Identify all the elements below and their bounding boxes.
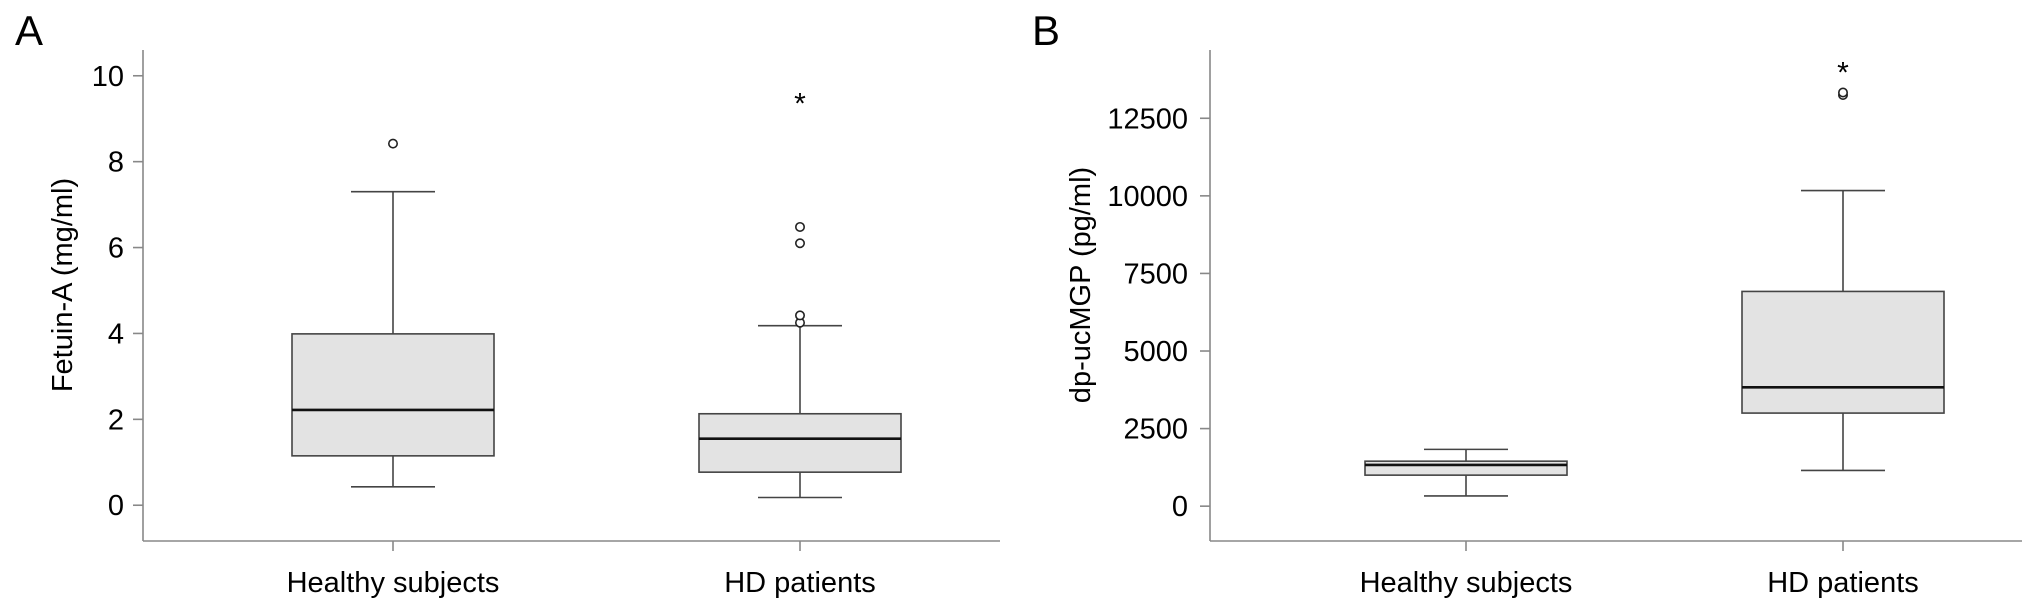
y-tick-label: 10 — [92, 61, 124, 93]
iqr-box — [1364, 460, 1568, 476]
y-tick-label: 5000 — [1123, 336, 1188, 368]
panel-label: A — [15, 7, 43, 54]
outlier-point — [794, 238, 805, 249]
box-healthy-subjects — [1364, 448, 1568, 497]
y-tick-label: 0 — [1172, 491, 1188, 523]
y-tick-label: 2500 — [1123, 414, 1188, 446]
y-tick-label: 6 — [108, 233, 124, 265]
y-tick-label: 8 — [108, 147, 124, 179]
box-hd-patients: * — [1741, 57, 1945, 472]
panel-label: B — [1032, 7, 1060, 54]
x-tick-label: HD patients — [724, 567, 876, 599]
y-axis-label: Fetuin-A (mg/ml) — [47, 178, 79, 392]
y-tick-label: 0 — [108, 490, 124, 522]
outlier-point — [794, 310, 805, 321]
box-hd-patients: * — [698, 87, 902, 499]
y-tick-label: 10000 — [1107, 181, 1188, 213]
x-tick-label: Healthy subjects — [287, 567, 500, 599]
panel-b: B 0 2500 5000 7500 10000 12500 dp-ucMGP (pg/ml)… — [1032, 7, 2022, 599]
outlier-point — [794, 221, 805, 232]
extreme-point: * — [1837, 57, 1849, 90]
iqr-box — [1741, 290, 1945, 414]
panel-a: A 0 2 4 6 8 10 Fetuin-A (mg/ml) Healthy subjects… — [15, 7, 1000, 599]
y-tick-label: 4 — [108, 318, 124, 350]
iqr-box — [291, 333, 495, 457]
y-tick-label: 2 — [108, 404, 124, 436]
outlier-point — [1838, 87, 1849, 98]
extreme-point: * — [794, 87, 806, 120]
iqr-box — [698, 412, 902, 473]
outlier-point — [387, 138, 398, 149]
y-tick-label: 7500 — [1123, 258, 1188, 290]
x-tick-label: HD patients — [1767, 567, 1919, 599]
y-tick-label: 12500 — [1107, 103, 1188, 135]
x-tick-label: Healthy subjects — [1360, 567, 1573, 599]
box-healthy-subjects — [291, 138, 495, 488]
y-axis-label: dp-ucMGP (pg/ml) — [1065, 167, 1097, 403]
